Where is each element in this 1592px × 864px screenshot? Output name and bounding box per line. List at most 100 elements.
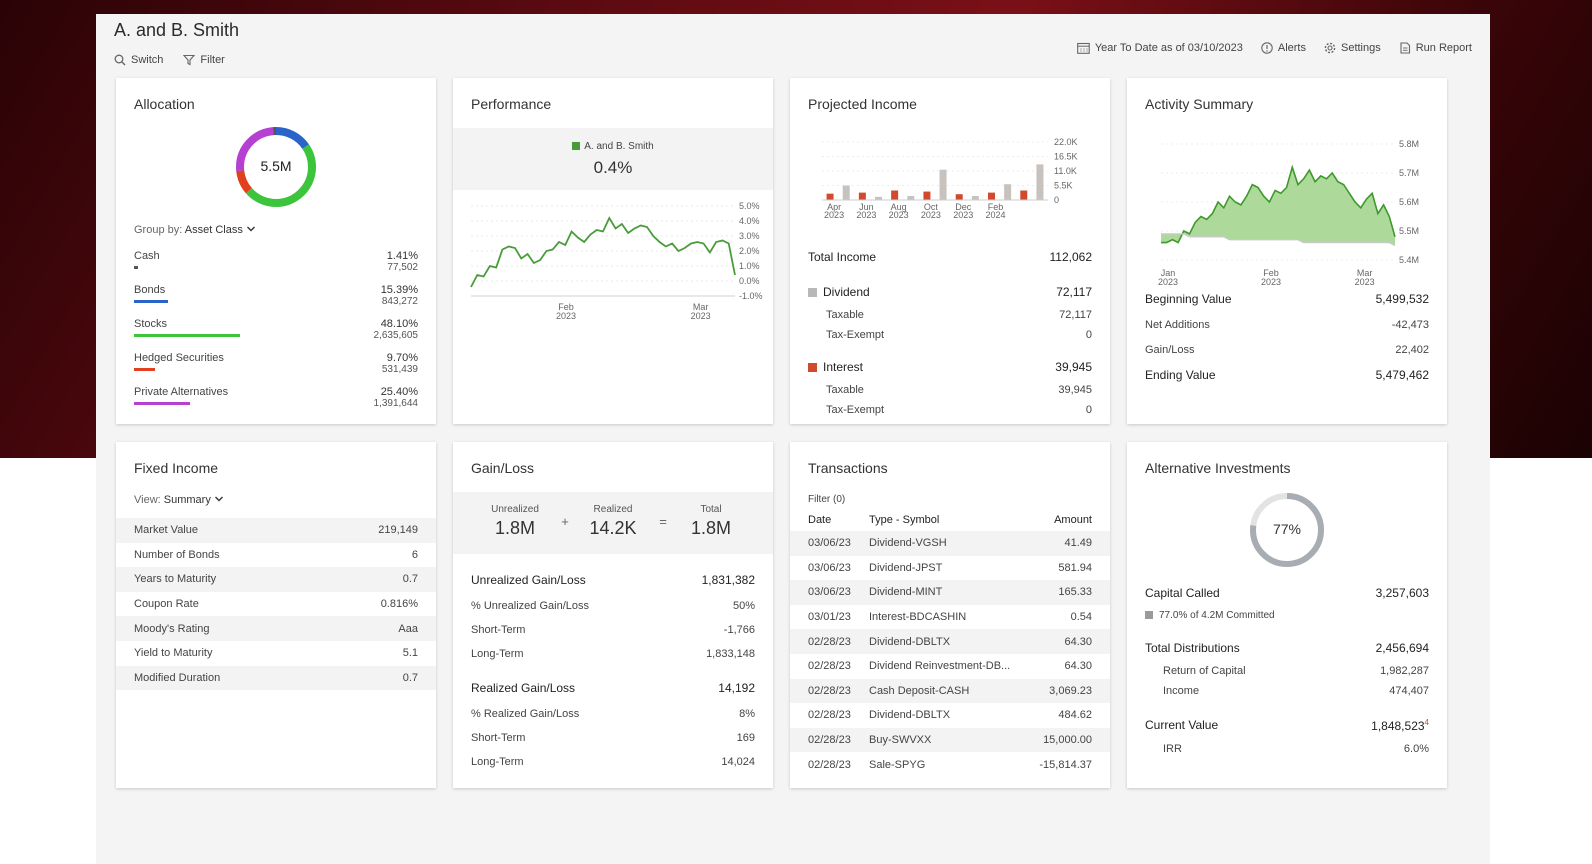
- unrealized-short-label: Short-Term: [471, 624, 526, 636]
- total-distributions-value: 2,456,694: [1375, 641, 1429, 655]
- activity-area-chart[interactable]: 5.8M5.7M5.6M5.5M5.4MJan2023Feb2023Mar202…: [1127, 136, 1447, 286]
- transaction-amount: 3,069.23: [1049, 684, 1092, 697]
- fixed-income-table: Market Value 219,149 Number of Bonds 6 Years…: [116, 518, 436, 691]
- gauge-value: 77%: [1272, 521, 1302, 537]
- projected-income-title: Projected Income: [808, 96, 917, 112]
- transaction-type: Dividend-MINT: [869, 586, 943, 599]
- fixed-income-value: 219,149: [378, 524, 418, 537]
- transactions-filter-button[interactable]: Filter (0): [808, 494, 846, 505]
- transaction-row[interactable]: 02/28/23 Buy-SWVXX 15,000.00: [790, 727, 1110, 753]
- view-select[interactable]: View: Summary: [134, 494, 224, 506]
- x-tick-label: Jan: [1161, 268, 1176, 278]
- interest-bar: [955, 194, 963, 200]
- transaction-amount: 64.30: [1064, 635, 1092, 648]
- col-amount[interactable]: Amount: [1054, 514, 1092, 526]
- allocation-bar: [134, 266, 138, 269]
- transaction-amount: 581.94: [1058, 561, 1092, 574]
- transaction-row[interactable]: 03/06/23 Dividend-MINT 165.33: [790, 580, 1110, 605]
- switch-button[interactable]: Switch: [114, 54, 163, 66]
- transaction-row[interactable]: 03/06/23 Dividend-VGSH 41.49: [790, 531, 1110, 556]
- dividend-bar: [971, 196, 979, 200]
- net-additions-label: Net Additions: [1145, 319, 1210, 331]
- gain-loss-card[interactable]: Gain/Loss Unrealized 1.8M + Realized 14.…: [453, 442, 773, 788]
- allocation-row[interactable]: Bonds 15.39% 843,272: [134, 284, 418, 318]
- client-name: A. and B. Smith: [114, 20, 240, 40]
- interest-row[interactable]: Interest 39,945: [808, 360, 1092, 374]
- allocation-card[interactable]: Allocation 5.5M Group by: Asset Class Ca…: [116, 78, 436, 424]
- allocation-percent: 48.10%: [380, 318, 418, 330]
- projected-income-card[interactable]: Projected Income 22.0K 16.5K 11.0K 5.5K 0 Apr…: [790, 78, 1110, 424]
- transaction-amount: 165.33: [1058, 586, 1092, 599]
- x-tick-year: 2023: [691, 311, 711, 321]
- y-tick-label: 11.0K: [1054, 166, 1077, 176]
- transaction-row[interactable]: 02/28/23 Dividend-DBLTX 64.30: [790, 629, 1110, 654]
- income-bar-chart[interactable]: 22.0K16.5K11.0K5.5K0Apr2023Jun2023Aug202…: [790, 134, 1110, 234]
- transaction-type: Sale-SPYG: [869, 758, 926, 771]
- fixed-income-value: 0.816%: [380, 598, 418, 611]
- ending-value: 5,479,462: [1375, 368, 1429, 382]
- transaction-row[interactable]: 02/28/23 Dividend-DBLTX 484.62: [790, 703, 1110, 728]
- transaction-row[interactable]: 02/28/23 Sale-SPYG -15,814.37: [790, 752, 1110, 777]
- alternative-investments-card[interactable]: Alternative Investments 77% Capital Call…: [1127, 442, 1447, 788]
- allocation-row[interactable]: Hedged Securities 9.70% 531,439: [134, 352, 418, 386]
- fixed-income-label: Number of Bonds: [134, 548, 220, 561]
- return-of-capital-label: Return of Capital: [1163, 665, 1246, 677]
- allocation-bar: [134, 300, 168, 303]
- chevron-down-icon: [214, 496, 223, 502]
- date-range-label: Year To Date as of 03/10/2023: [1094, 42, 1243, 54]
- allocation-label: Private Alternatives: [134, 386, 229, 398]
- total-income-label: Total Income: [808, 250, 877, 264]
- irr-value: 6.0%: [1403, 743, 1429, 755]
- realized-short-value: 169: [736, 732, 755, 744]
- date-range-button[interactable]: Year To Date as of 03/10/2023: [1076, 42, 1243, 54]
- performance-line-chart[interactable]: 5.0%4.0%3.0%2.0%1.0%0.0%-1.0%Feb2023Mar2…: [453, 196, 773, 326]
- x-tick-label: Oct: [924, 202, 939, 212]
- fixed-income-label: Coupon Rate: [134, 598, 199, 611]
- fixed-income-card[interactable]: Fixed Income View: Summary Market Value 2…: [116, 442, 436, 788]
- x-tick-year: 2024: [985, 210, 1005, 220]
- transactions-title: Transactions: [808, 460, 888, 476]
- allocation-row[interactable]: Stocks 48.10% 2,635,605: [134, 318, 418, 352]
- run-report-button[interactable]: Run Report: [1399, 42, 1472, 54]
- allocation-label: Stocks: [134, 318, 168, 330]
- y-tick-label: 5.8M: [1399, 139, 1419, 149]
- dividend-bar: [1036, 164, 1044, 200]
- transaction-amount: 41.49: [1064, 537, 1092, 550]
- equals-sign: =: [659, 514, 667, 529]
- activity-summary-card[interactable]: Activity Summary 5.8M 5.7M 5.6M 5.5M 5.4M Jan…: [1127, 78, 1447, 424]
- transaction-amount: 15,000.00: [1043, 734, 1092, 747]
- capital-called-gauge[interactable]: [1247, 490, 1327, 570]
- allocation-donut-chart[interactable]: [231, 122, 321, 212]
- beginning-value-row: Beginning Value 5,499,532: [1145, 292, 1429, 306]
- transaction-row[interactable]: 03/01/23 Interest-BDCASHIN 0.54: [790, 605, 1110, 630]
- transaction-amount: 0.54: [1070, 611, 1092, 624]
- view-value: Summary: [163, 494, 211, 506]
- group-by-select[interactable]: Group by: Asset Class: [134, 224, 256, 236]
- dividend-row[interactable]: Dividend 72,117: [808, 285, 1092, 299]
- allocation-row[interactable]: Private Alternatives 25.40% 1,391,644: [134, 386, 418, 420]
- transactions-card[interactable]: Transactions Filter (0) Date Type - Symb…: [790, 442, 1110, 788]
- client-actions: Switch Filter: [114, 54, 225, 66]
- funnel-icon: [183, 54, 196, 66]
- col-type[interactable]: Type - Symbol: [869, 514, 940, 526]
- x-tick-year: 2023: [921, 210, 941, 220]
- settings-button[interactable]: Settings: [1324, 42, 1381, 54]
- transaction-row[interactable]: 02/28/23 Dividend Reinvestment-DB... 64.30: [790, 654, 1110, 679]
- col-date[interactable]: Date: [808, 514, 832, 526]
- pct-realized-value: 8%: [739, 708, 755, 720]
- allocation-title: Allocation: [134, 96, 195, 112]
- transaction-date: 02/28/23: [808, 684, 851, 697]
- allocation-row[interactable]: Cash 1.41% 77,502: [134, 250, 418, 284]
- realized-value: 14,192: [718, 681, 755, 695]
- beginning-value-label: Beginning Value: [1145, 292, 1232, 306]
- fixed-income-row: Market Value 219,149: [116, 518, 436, 543]
- filter-button[interactable]: Filter: [183, 54, 225, 66]
- interest-exempt-value: 0: [1085, 404, 1092, 416]
- transaction-row[interactable]: 02/28/23 Cash Deposit-CASH 3,069.23: [790, 678, 1110, 704]
- performance-card[interactable]: Performance A. and B. Smith 0.4% 5.0% 4.0…: [453, 78, 773, 424]
- transaction-row[interactable]: 03/06/23 Dividend-JPST 581.94: [790, 556, 1110, 581]
- alerts-button[interactable]: Alerts: [1261, 42, 1306, 54]
- current-value-note[interactable]: 4: [1424, 718, 1429, 727]
- fixed-income-row: Modified Duration 0.7: [116, 665, 436, 691]
- performance-summary: A. and B. Smith 0.4%: [453, 128, 773, 190]
